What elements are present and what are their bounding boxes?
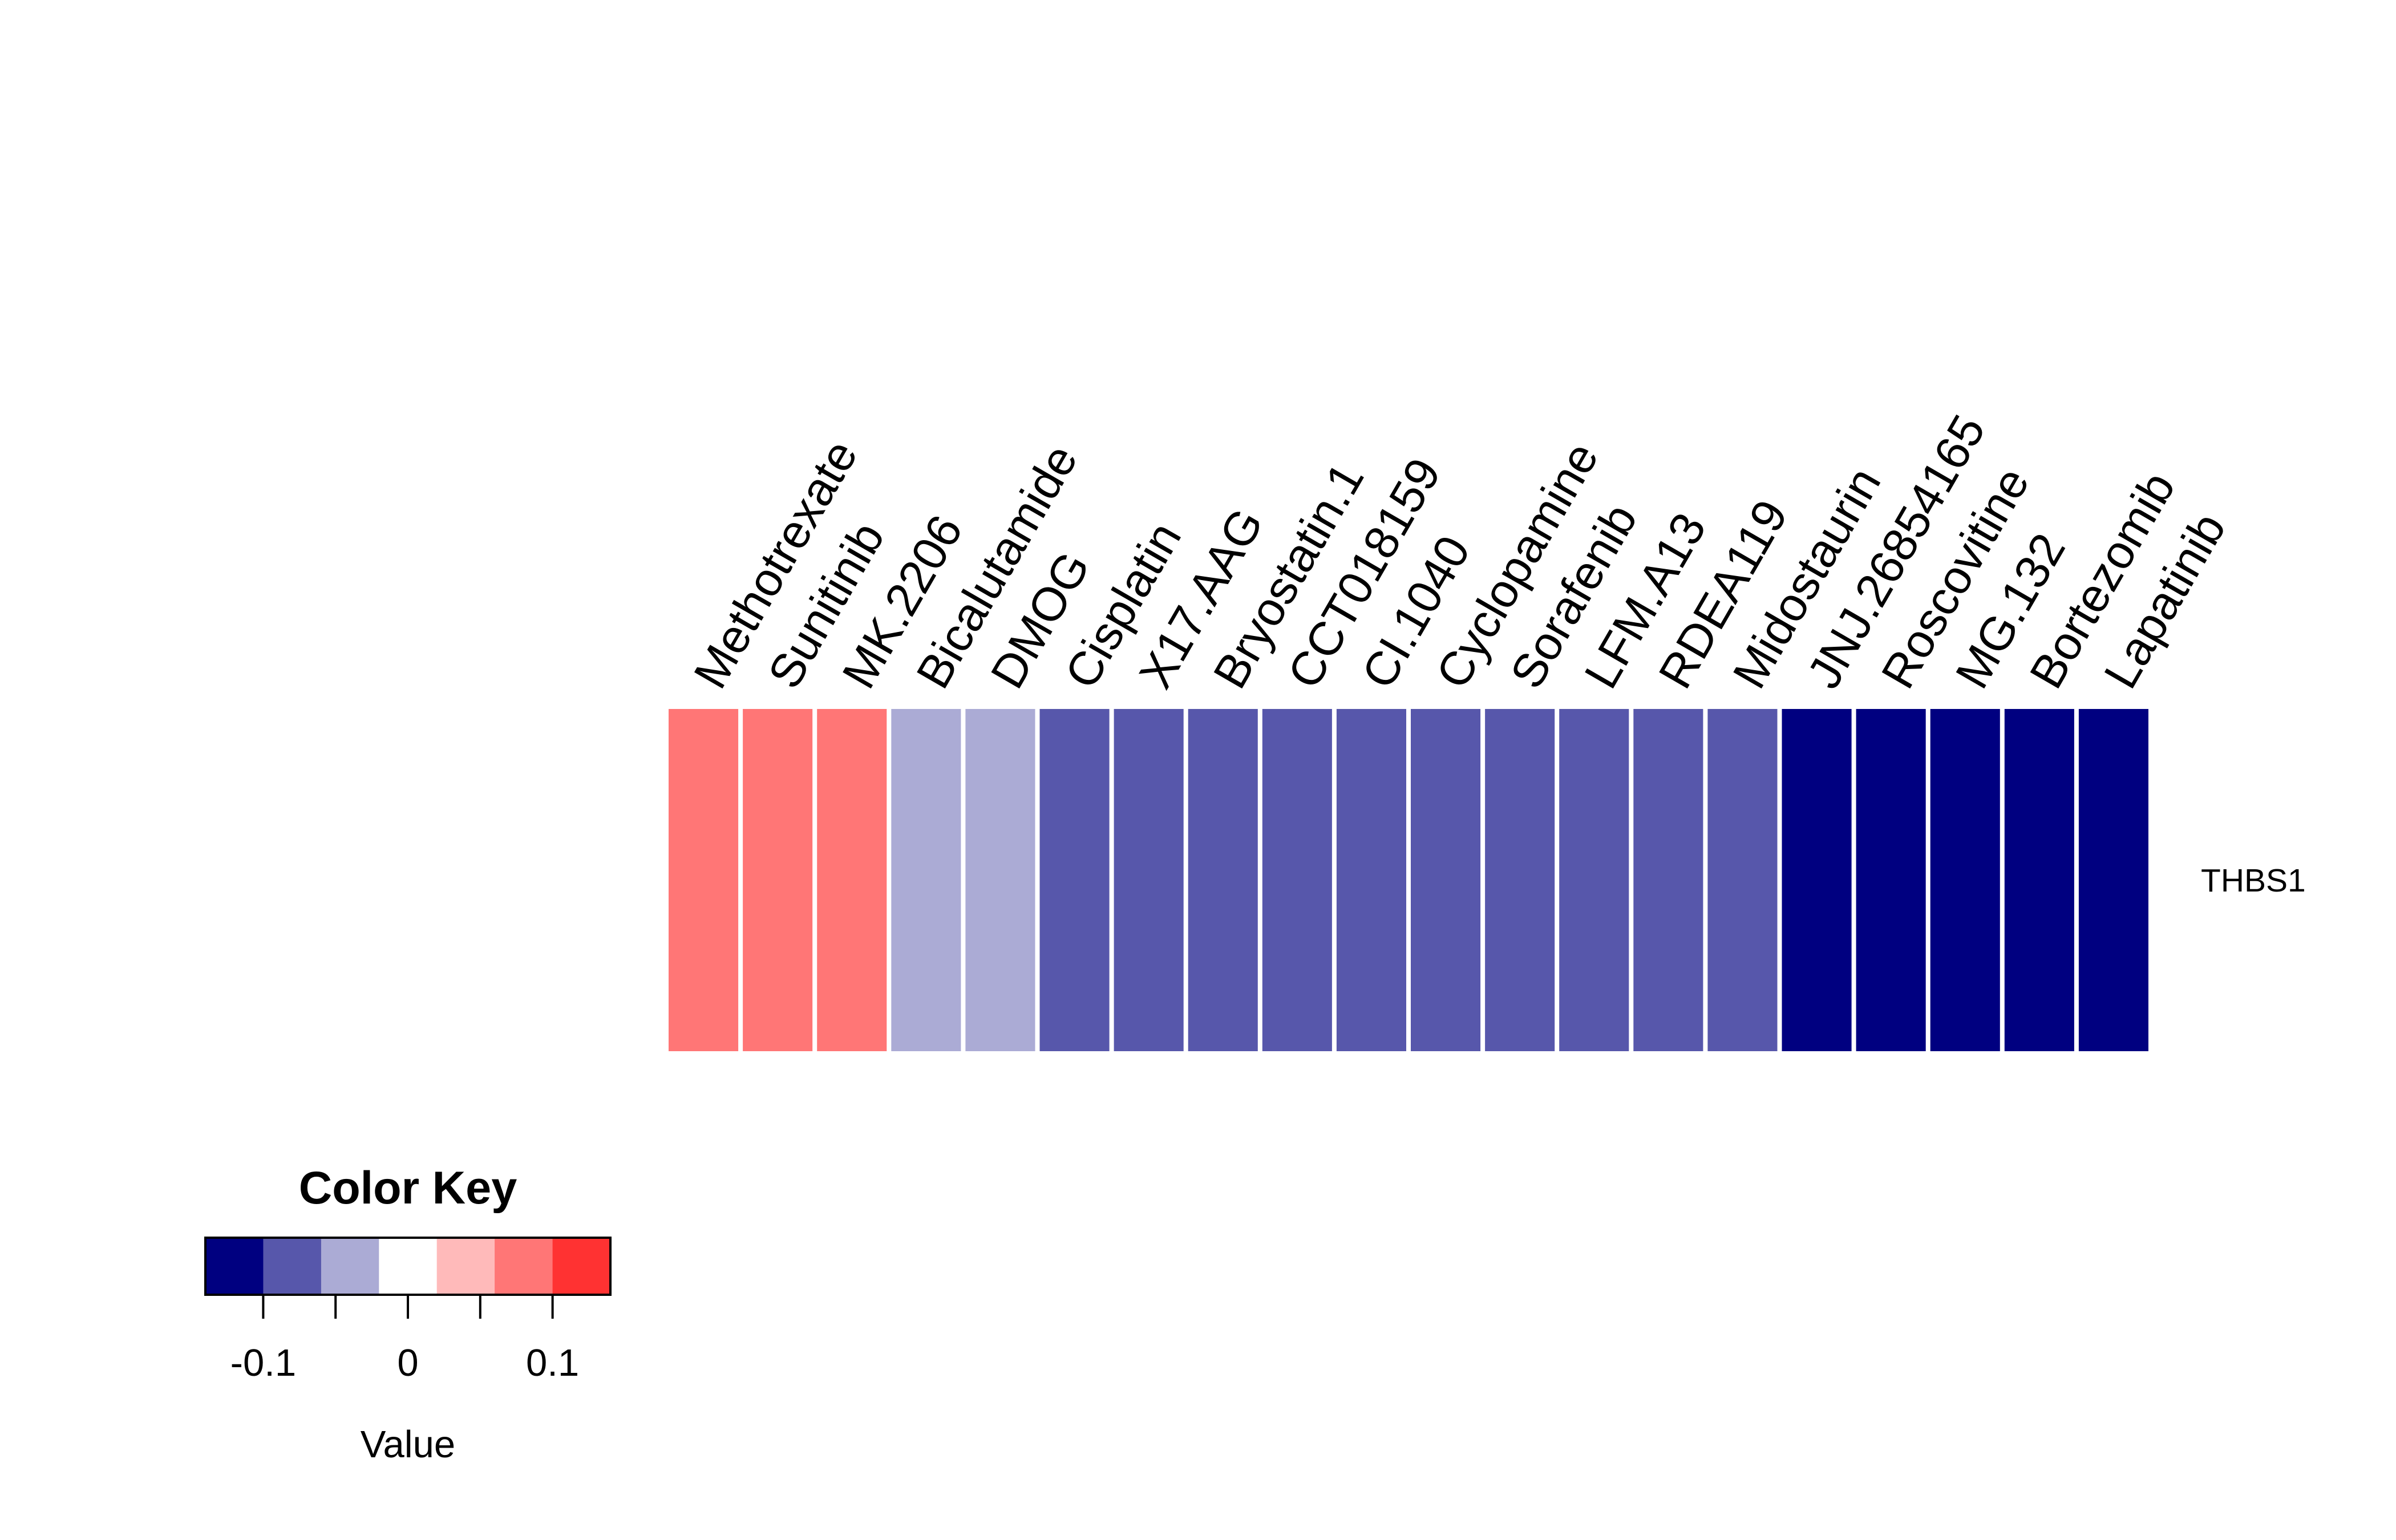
color-key-swatch (552, 1238, 611, 1295)
heatmap-cell-cisplatin (1039, 709, 1110, 1051)
heatmap-cell-sunitinib (743, 709, 813, 1051)
heatmap-cell-methotrexate (669, 709, 739, 1051)
color-key-tick-label: 0.1 (526, 1342, 579, 1384)
heatmap-cell-lfm-a13 (1559, 709, 1629, 1051)
heatmap-cell-x17-aag (1114, 709, 1184, 1051)
heatmap-cell-jnj-26854165 (1782, 709, 1852, 1051)
color-key-swatches (205, 1238, 611, 1295)
color-key-tick-label: -0.1 (230, 1342, 296, 1384)
color-key: Color Key -0.1 0 0.1 Value (204, 1162, 612, 1466)
heatmap-cell-roscovitine (1856, 709, 1926, 1051)
heatmap-cell-midostaurin (1707, 709, 1778, 1051)
color-key-swatch (263, 1238, 322, 1295)
color-key-swatch (436, 1238, 495, 1295)
color-key-swatch (321, 1238, 379, 1295)
row-labels: THBS1 (2201, 862, 2306, 899)
color-key-xlabel: Value (361, 1423, 455, 1466)
row-label: THBS1 (2201, 862, 2306, 899)
heatmap-cell-mk-2206 (817, 709, 887, 1051)
color-key-swatch (379, 1238, 438, 1295)
heatmap-cell-lapatinib (2078, 709, 2148, 1051)
color-key-swatch (205, 1238, 264, 1295)
color-key-swatch (495, 1238, 553, 1295)
heatmap-cell-bicalutamide (891, 709, 961, 1051)
heatmap-cell-cct018159 (1262, 709, 1332, 1051)
heatmap-cell-ci-1040 (1336, 709, 1406, 1051)
color-key-title: Color Key (299, 1162, 517, 1214)
heatmap-cell-mg-132 (1930, 709, 2000, 1051)
heatmap-cell-bryostatin-1 (1188, 709, 1258, 1051)
heatmap-cell-rdea119 (1633, 709, 1703, 1051)
color-key-tick-label: 0 (397, 1342, 418, 1384)
heatmap-cell-cyclopamine (1411, 709, 1481, 1051)
heatmap-cell-bortezomib (2004, 709, 2074, 1051)
heatmap-cell-dmog (965, 709, 1035, 1051)
heatmap-cells (669, 709, 2148, 1051)
column-labels: MethotrexateSunitinibMK.2206Bicalutamide… (683, 406, 2236, 697)
color-key-ticks: -0.1 0 0.1 (230, 1295, 579, 1384)
heatmap-cell-sorafenib (1485, 709, 1555, 1051)
